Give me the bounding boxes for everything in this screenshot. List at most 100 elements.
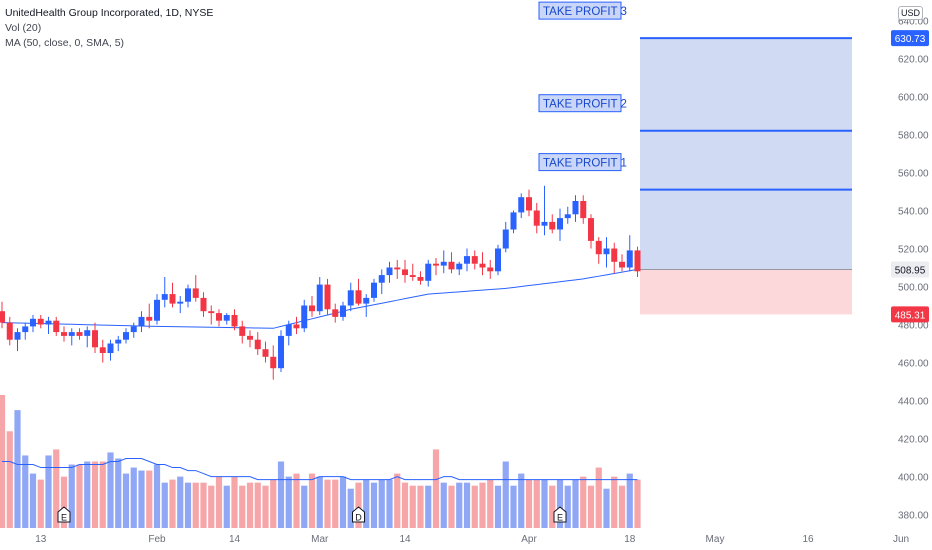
candle-body[interactable] [409, 275, 416, 277]
time-tick-label[interactable]: 13 [35, 534, 47, 545]
candle-body[interactable] [564, 214, 571, 219]
candle-body[interactable] [324, 284, 331, 310]
ma-indicator-label[interactable]: MA (50, close, 0, SMA, 5) [5, 37, 125, 49]
price-tick-label[interactable]: 440.00 [898, 397, 929, 408]
candle-body[interactable] [464, 256, 470, 264]
candle-body[interactable] [45, 320, 52, 325]
candle-body[interactable] [533, 210, 540, 226]
candle-body[interactable] [53, 320, 60, 333]
candle-body[interactable] [92, 330, 98, 348]
candle-body[interactable] [177, 301, 184, 304]
time-tick-label[interactable]: Jun [893, 534, 909, 545]
candle-body[interactable] [99, 347, 106, 353]
candle-body[interactable] [270, 356, 277, 369]
candle-body[interactable] [518, 197, 525, 213]
price-tick-label[interactable]: 620.00 [898, 55, 929, 66]
candle-body[interactable] [285, 324, 292, 336]
candle-body[interactable] [634, 250, 641, 272]
event-marker-icon[interactable] [352, 506, 365, 523]
candle-body[interactable] [456, 263, 463, 270]
candle-body[interactable] [479, 263, 486, 268]
candle-body[interactable] [161, 294, 168, 300]
candle-body[interactable] [316, 284, 323, 312]
candle-body[interactable] [84, 330, 91, 336]
time-tick-label[interactable]: May [706, 534, 725, 545]
take-profit-label-box[interactable] [538, 153, 622, 172]
candle-body[interactable] [471, 256, 478, 264]
price-tick-label[interactable]: 640.00 [898, 17, 929, 28]
candle-body[interactable] [386, 267, 393, 276]
candle-body[interactable] [510, 212, 517, 230]
candle-body[interactable] [231, 315, 238, 327]
candle-body[interactable] [14, 332, 21, 340]
candle-body[interactable] [495, 248, 501, 272]
price-tick-label[interactable]: 420.00 [898, 435, 929, 446]
candle-body[interactable] [394, 267, 401, 270]
candle-body[interactable] [239, 326, 246, 336]
price-tick-label[interactable]: 560.00 [898, 169, 929, 180]
candle-body[interactable] [200, 297, 207, 312]
time-tick-label[interactable]: 18 [624, 534, 636, 545]
take-profit-label-box[interactable] [538, 94, 622, 113]
time-tick-label[interactable]: Mar [311, 534, 329, 545]
candle-body[interactable] [378, 275, 385, 283]
candle-body[interactable] [433, 263, 439, 266]
candle-body[interactable] [549, 221, 556, 230]
candle-body[interactable] [192, 288, 199, 298]
symbol-title[interactable]: UnitedHealth Group Incorporated, 1D, NYS… [5, 7, 214, 19]
candle-body[interactable] [169, 294, 176, 304]
candle-body[interactable] [138, 316, 145, 327]
candle-body[interactable] [355, 290, 362, 304]
price-tick-label[interactable]: 580.00 [898, 131, 929, 142]
candle-body[interactable] [130, 326, 137, 333]
candle-body[interactable] [216, 313, 222, 321]
candle-body[interactable] [76, 332, 83, 336]
time-tick-label[interactable]: 14 [229, 534, 241, 545]
candle-body[interactable] [417, 277, 424, 281]
candle-body[interactable] [611, 248, 618, 262]
time-tick-label[interactable]: 14 [399, 534, 411, 545]
volume-indicator-label[interactable]: Vol (20) [5, 22, 42, 34]
candle-body[interactable] [572, 201, 579, 215]
candle-body[interactable] [440, 261, 447, 266]
time-tick-label[interactable]: 16 [802, 534, 814, 545]
candle-body[interactable] [371, 282, 377, 298]
candle-body[interactable] [557, 218, 563, 230]
candle-body[interactable] [185, 288, 191, 302]
candle-body[interactable] [107, 343, 114, 354]
candle-body[interactable] [37, 318, 44, 325]
time-tick-label[interactable]: Feb [148, 534, 166, 545]
candle-body[interactable] [595, 240, 602, 255]
price-tick-label[interactable]: 400.00 [898, 473, 929, 484]
time-tick-label[interactable]: Apr [521, 534, 537, 545]
price-tick-label[interactable]: 460.00 [898, 359, 929, 370]
candle-body[interactable] [626, 250, 633, 268]
candle-body[interactable] [247, 335, 253, 340]
candle-body[interactable] [146, 316, 153, 321]
candle-body[interactable] [223, 315, 230, 321]
candle-body[interactable] [0, 311, 5, 323]
price-tick-label[interactable]: 600.00 [898, 93, 929, 104]
candle-body[interactable] [363, 297, 370, 304]
event-marker-icon[interactable] [553, 506, 567, 523]
candle-body[interactable] [6, 322, 13, 340]
candle-body[interactable] [262, 349, 269, 357]
candle-body[interactable] [541, 221, 548, 226]
candle-body[interactable] [448, 261, 455, 270]
candle-body[interactable] [123, 332, 129, 340]
candle-body[interactable] [526, 197, 532, 211]
candle-body[interactable] [154, 299, 160, 321]
candle-body[interactable] [68, 332, 75, 336]
candle-body[interactable] [61, 332, 67, 336]
candle-body[interactable] [502, 229, 509, 249]
candle-body[interactable] [309, 305, 315, 312]
candle-body[interactable] [588, 218, 594, 241]
candle-body[interactable] [254, 339, 261, 350]
candle-body[interactable] [115, 339, 122, 344]
candle-body[interactable] [425, 263, 432, 281]
price-tick-label[interactable]: 520.00 [898, 245, 929, 256]
price-tick-label[interactable]: 500.00 [898, 283, 929, 294]
stop-price-tag-box[interactable] [891, 306, 929, 323]
event-marker-icon[interactable] [57, 506, 71, 523]
